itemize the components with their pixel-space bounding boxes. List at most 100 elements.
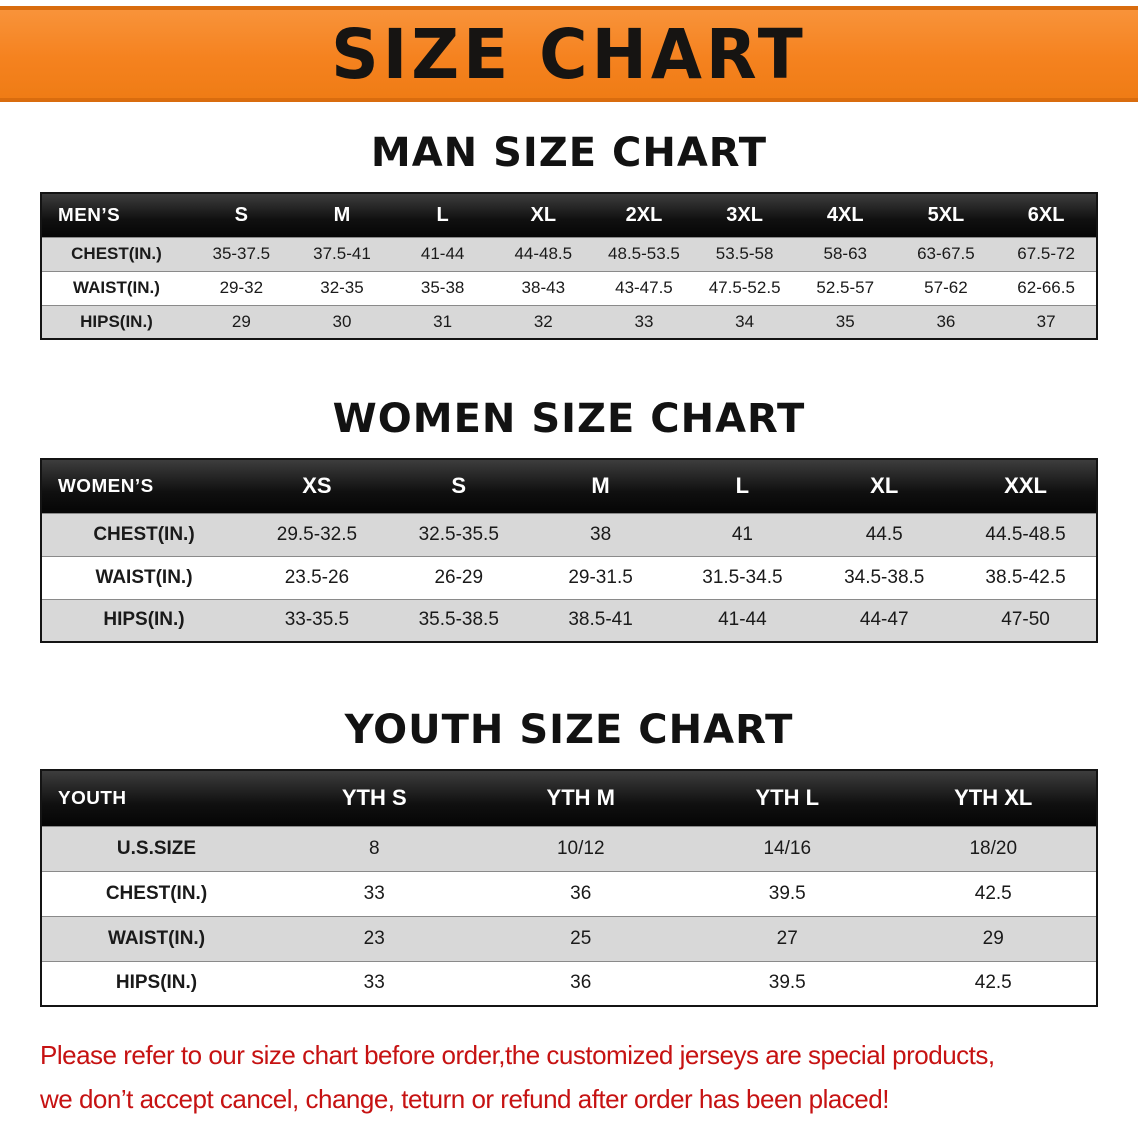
table-row: WAIST(IN.) 23.5-26 26-29 29-31.5 31.5-34.5 34… [41, 556, 1097, 599]
cell: 44-47 [813, 599, 956, 642]
cell: 35 [794, 305, 896, 339]
table-row: CHEST(IN.) 29.5-32.5 32.5-35.5 38 41 44.5 44.5… [41, 513, 1097, 556]
size-chart-page: SIZE CHART MAN SIZE CHART MEN’S S M L XL 2XL 3… [0, 6, 1138, 1121]
cell: 31 [392, 305, 493, 339]
column-header: XL [492, 193, 594, 237]
table-row: HIPS(IN.) 33 36 39.5 42.5 [41, 961, 1097, 1006]
cell: 32-35 [291, 271, 393, 305]
column-header: 3XL [694, 193, 795, 237]
cell: 41-44 [392, 237, 493, 271]
column-header: YTH M [477, 770, 684, 826]
cell: 58-63 [794, 237, 896, 271]
cell: 31.5-34.5 [671, 556, 814, 599]
column-header: S [387, 459, 530, 513]
cell: 35.5-38.5 [387, 599, 530, 642]
cell: 18/20 [890, 826, 1097, 871]
column-header: XS [246, 459, 388, 513]
cell: 33 [271, 871, 478, 916]
cell: 38 [529, 513, 672, 556]
cell: 39.5 [684, 961, 891, 1006]
cell: 41 [671, 513, 814, 556]
column-header: L [392, 193, 493, 237]
cell: 33 [271, 961, 478, 1006]
cell: 37.5-41 [291, 237, 393, 271]
cell: 34 [694, 305, 795, 339]
banner: SIZE CHART [0, 6, 1138, 102]
cell: 33-35.5 [246, 599, 388, 642]
women-table-header-row: WOMEN’S XS S M L XL XXL [41, 459, 1097, 513]
column-header: 5XL [895, 193, 997, 237]
cell: 44.5 [813, 513, 956, 556]
cell: 25 [477, 916, 684, 961]
table-row: U.S.SIZE 8 10/12 14/16 18/20 [41, 826, 1097, 871]
table-row: CHEST(IN.) 35-37.5 37.5-41 41-44 44-48.5 48.5… [41, 237, 1097, 271]
row-label: CHEST(IN.) [41, 871, 271, 916]
column-header: YTH L [684, 770, 891, 826]
footer-line-2: we don’t accept cancel, change, teturn o… [40, 1084, 889, 1115]
man-section-title: MAN SIZE CHART [370, 130, 768, 176]
cell: 39.5 [684, 871, 891, 916]
column-header: M [291, 193, 393, 237]
cell: 62-66.5 [996, 271, 1097, 305]
cell: 43-47.5 [593, 271, 695, 305]
cell: 36 [477, 961, 684, 1006]
cell: 33 [593, 305, 695, 339]
cell: 36 [895, 305, 997, 339]
cell: 14/16 [684, 826, 891, 871]
column-header: XL [813, 459, 956, 513]
cell: 35-38 [392, 271, 493, 305]
cell: 38.5-42.5 [955, 556, 1097, 599]
cell: 29-32 [191, 271, 292, 305]
row-label: CHEST(IN.) [41, 237, 191, 271]
cell: 34.5-38.5 [813, 556, 956, 599]
row-label: WAIST(IN.) [41, 556, 246, 599]
cell: 47.5-52.5 [694, 271, 795, 305]
table-corner-label: WOMEN’S [41, 459, 246, 513]
cell: 35-37.5 [191, 237, 292, 271]
cell: 29-31.5 [529, 556, 672, 599]
cell: 57-62 [895, 271, 997, 305]
table-row: HIPS(IN.) 33-35.5 35.5-38.5 38.5-41 41-44 44-… [41, 599, 1097, 642]
women-section-title: WOMEN SIZE CHART [332, 396, 806, 442]
cell: 30 [291, 305, 393, 339]
column-header: M [529, 459, 672, 513]
cell: 47-50 [955, 599, 1097, 642]
footer-line-1: Please refer to our size chart before or… [40, 1040, 995, 1070]
cell: 53.5-58 [694, 237, 795, 271]
column-header: YTH S [271, 770, 478, 826]
cell: 38-43 [492, 271, 594, 305]
cell: 44-48.5 [492, 237, 594, 271]
row-label: WAIST(IN.) [41, 271, 191, 305]
cell: 29.5-32.5 [246, 513, 388, 556]
cell: 26-29 [387, 556, 530, 599]
cell: 48.5-53.5 [593, 237, 695, 271]
column-header: S [191, 193, 292, 237]
women-size-table: WOMEN’S XS S M L XL XXL CHEST(IN.) 29.5-32.5 32.… [40, 458, 1098, 643]
column-header: 4XL [794, 193, 896, 237]
cell: 44.5-48.5 [955, 513, 1097, 556]
column-header: L [671, 459, 814, 513]
row-label: HIPS(IN.) [41, 961, 271, 1006]
table-row: WAIST(IN.) 29-32 32-35 35-38 38-43 43-47.5 47.… [41, 271, 1097, 305]
cell: 32.5-35.5 [387, 513, 530, 556]
cell: 42.5 [890, 961, 1097, 1006]
table-row: WAIST(IN.) 23 25 27 29 [41, 916, 1097, 961]
row-label: U.S.SIZE [41, 826, 271, 871]
cell: 27 [684, 916, 891, 961]
cell: 41-44 [671, 599, 814, 642]
men-table-header-row: MEN’S S M L XL 2XL 3XL 4XL 5XL 6XL [41, 193, 1097, 237]
cell: 38.5-41 [529, 599, 672, 642]
table-corner-label: YOUTH [41, 770, 271, 826]
women-table-body: CHEST(IN.) 29.5-32.5 32.5-35.5 38 41 44.5 44.5… [41, 513, 1097, 642]
cell: 42.5 [890, 871, 1097, 916]
row-label: CHEST(IN.) [41, 513, 246, 556]
footer-note: Please refer to our size chart before or… [40, 1033, 1138, 1121]
row-label: WAIST(IN.) [41, 916, 271, 961]
man-size-section: MAN SIZE CHART MEN’S S M L XL 2XL 3XL 4XL 5XL 6XL… [0, 130, 1138, 340]
table-row: CHEST(IN.) 33 36 39.5 42.5 [41, 871, 1097, 916]
cell: 37 [996, 305, 1097, 339]
cell: 23.5-26 [246, 556, 388, 599]
row-label: HIPS(IN.) [41, 305, 191, 339]
youth-size-table: YOUTH YTH S YTH M YTH L YTH XL U.S.SIZE 8 10/1… [40, 769, 1098, 1007]
youth-table-header-row: YOUTH YTH S YTH M YTH L YTH XL [41, 770, 1097, 826]
